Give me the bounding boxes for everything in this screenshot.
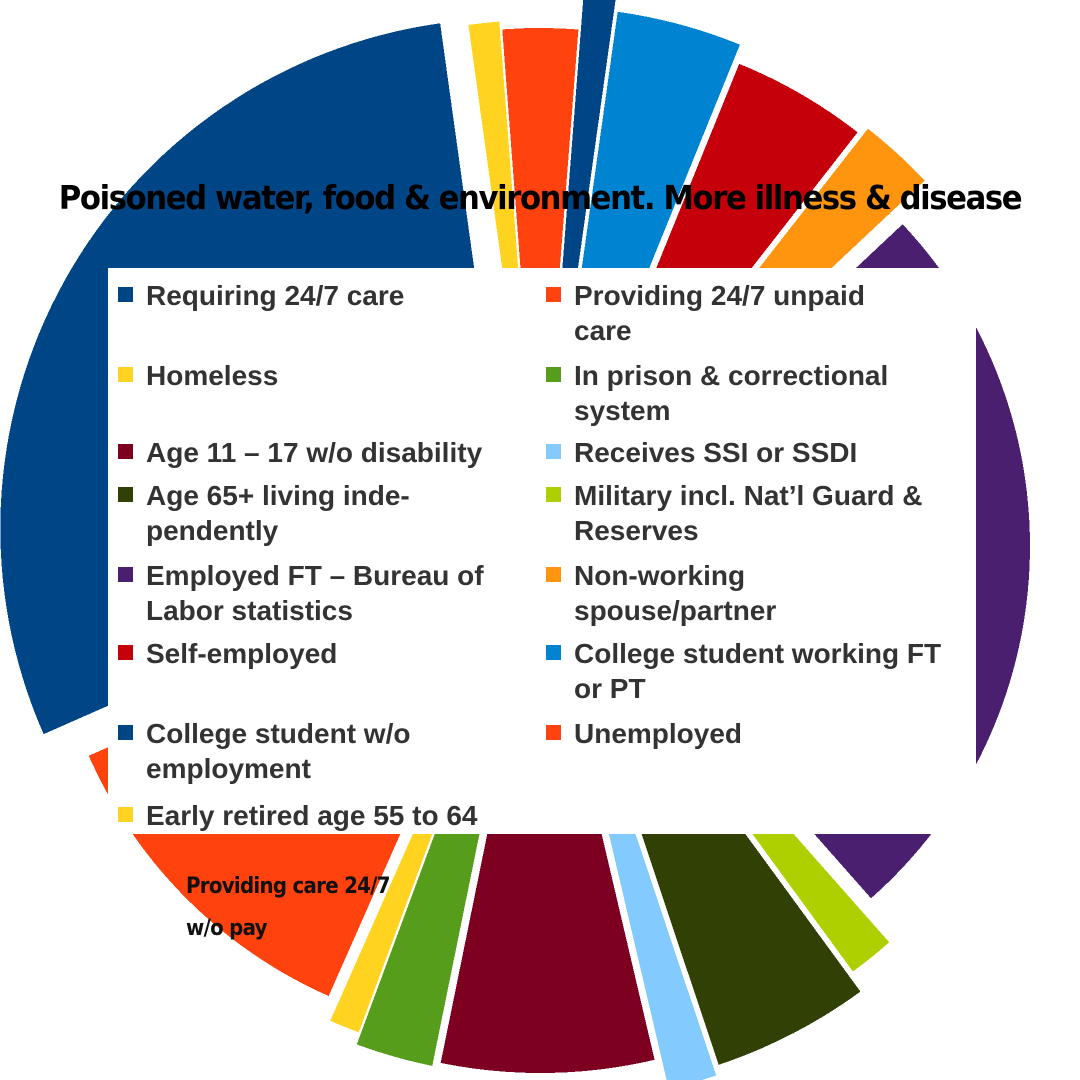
legend-label: Age 11 – 17 w/o disability bbox=[146, 437, 483, 468]
legend-swatch bbox=[118, 807, 133, 822]
legend-swatch bbox=[118, 567, 133, 582]
legend-label: Requiring 24/7 care bbox=[146, 280, 405, 311]
chart-title: Poisoned water, food & environment. More… bbox=[58, 178, 1023, 217]
legend-item: Early retired age 55 to 64 bbox=[118, 798, 546, 833]
legend-swatch bbox=[546, 645, 561, 660]
legend-swatch bbox=[118, 287, 133, 302]
legend-label: In prison & correctional system bbox=[574, 360, 889, 426]
legend-swatch bbox=[118, 444, 133, 459]
legend-item: Military incl. Nat’l Guard & Reserves bbox=[546, 478, 974, 548]
legend-label: Non-working spouse/partner bbox=[574, 560, 777, 626]
legend-item: Homeless bbox=[118, 358, 546, 393]
legend-label: Unemployed bbox=[574, 718, 743, 749]
legend-label: Early retired age 55 to 64 bbox=[146, 800, 478, 831]
legend-swatch bbox=[546, 444, 561, 459]
legend-item: Requiring 24/7 care bbox=[118, 278, 546, 313]
legend-label: Age 65+ living inde- pendently bbox=[146, 480, 410, 546]
legend-item: In prison & correctional system bbox=[546, 358, 954, 428]
legend-swatch bbox=[118, 645, 133, 660]
legend-swatch bbox=[546, 725, 561, 740]
legend-item: College student w/o employment bbox=[118, 716, 476, 786]
slice-annotation: Providing care 24/7 w/o pay bbox=[186, 874, 390, 941]
legend-swatch bbox=[546, 287, 561, 302]
legend-label: College student working FT or PT bbox=[574, 638, 942, 704]
legend-swatch bbox=[118, 367, 133, 382]
legend-item: Age 65+ living inde- pendently bbox=[118, 478, 446, 548]
legend-item: Unemployed bbox=[546, 716, 974, 751]
legend-label: Self-employed bbox=[146, 638, 338, 669]
legend-swatch bbox=[546, 367, 561, 382]
legend: Requiring 24/7 care Homeless Age 11 – 17 w… bbox=[108, 268, 976, 834]
legend-item: College student working FT or PT bbox=[546, 636, 954, 706]
legend-label: Employed FT – Bureau of Labor statistics bbox=[146, 560, 484, 626]
legend-swatch bbox=[546, 487, 561, 502]
legend-item: Employed FT – Bureau of Labor statistics bbox=[118, 558, 561, 628]
legend-label: Military incl. Nat’l Guard & Reserves bbox=[574, 480, 923, 546]
legend-swatch bbox=[118, 487, 133, 502]
legend-item: Self-employed bbox=[118, 636, 546, 671]
legend-label: Receives SSI or SSDI bbox=[574, 437, 858, 468]
legend-label: Homeless bbox=[146, 360, 279, 391]
legend-item: Age 11 – 17 w/o disability bbox=[118, 435, 546, 470]
legend-item: Providing 24/7 unpaid care bbox=[546, 278, 904, 348]
legend-item: Receives SSI or SSDI bbox=[546, 435, 974, 470]
legend-label: Providing 24/7 unpaid care bbox=[574, 280, 865, 346]
legend-swatch bbox=[546, 567, 561, 582]
legend-swatch bbox=[118, 725, 133, 740]
legend-label: College student w/o employment bbox=[146, 718, 411, 784]
legend-item: Non-working spouse/partner bbox=[546, 558, 834, 628]
